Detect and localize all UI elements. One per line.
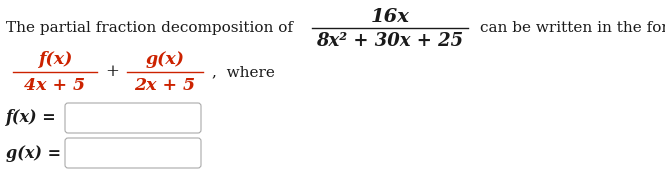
Text: g(x): g(x): [146, 51, 184, 69]
Text: 4x + 5: 4x + 5: [25, 77, 86, 93]
Text: g(x) =: g(x) =: [6, 145, 61, 161]
Text: 2x + 5: 2x + 5: [134, 77, 196, 93]
Text: 16x: 16x: [370, 8, 410, 26]
Text: 8x² + 30x + 25: 8x² + 30x + 25: [317, 32, 464, 50]
FancyBboxPatch shape: [65, 138, 201, 168]
FancyBboxPatch shape: [65, 103, 201, 133]
Text: can be written in the form of: can be written in the form of: [480, 21, 665, 35]
Text: f(x): f(x): [38, 51, 72, 69]
Text: f(x) =: f(x) =: [6, 109, 57, 127]
Text: +: +: [105, 64, 119, 80]
Text: The partial fraction decomposition of: The partial fraction decomposition of: [6, 21, 293, 35]
Text: ,  where: , where: [212, 65, 275, 79]
